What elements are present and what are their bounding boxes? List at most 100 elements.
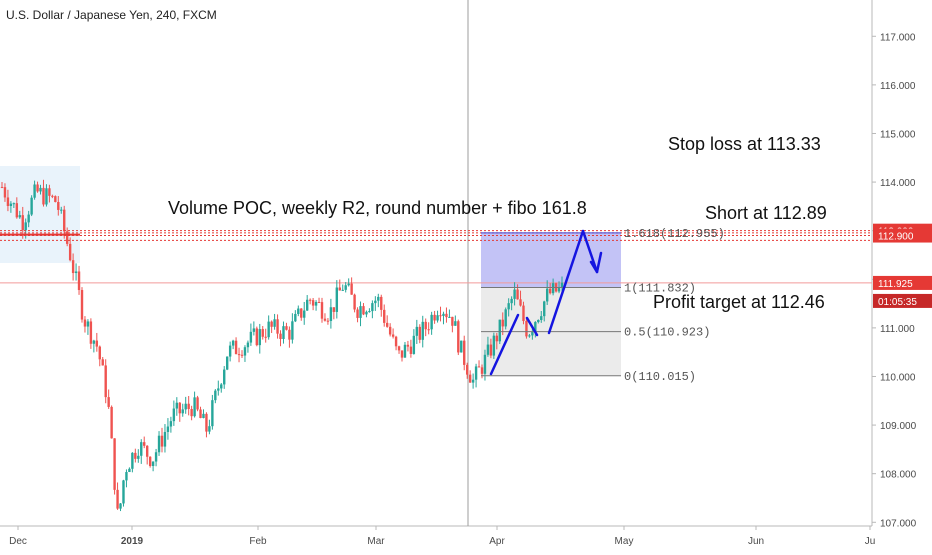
- candle-body: [184, 403, 187, 410]
- candle-body: [311, 300, 315, 306]
- candle-body: [415, 326, 419, 336]
- candle-body: [460, 340, 463, 353]
- candle-body: [394, 336, 398, 347]
- candle-body: [451, 316, 454, 326]
- candle-body: [54, 196, 57, 202]
- candle-body: [196, 397, 199, 410]
- candle-body: [465, 364, 469, 375]
- candle-body: [403, 344, 407, 358]
- countdown-tag: [873, 293, 932, 308]
- fib-label: 1(111.832): [624, 281, 696, 295]
- candle-body: [454, 321, 457, 326]
- candle-body: [303, 310, 306, 318]
- candle-body: [202, 413, 205, 419]
- candle-body: [225, 356, 229, 370]
- candle-body: [326, 320, 330, 322]
- candle-body: [332, 307, 336, 312]
- candle-body: [531, 331, 534, 336]
- candle-body: [252, 328, 256, 332]
- candle-body: [249, 331, 253, 343]
- candle-body: [243, 347, 247, 356]
- candle-body: [18, 215, 21, 218]
- candle-body: [463, 340, 466, 365]
- candle-body: [457, 321, 460, 353]
- candle-body: [255, 328, 259, 346]
- chart-title: U.S. Dollar / Japanese Yen, 240, FXCM: [6, 8, 217, 22]
- candle-body: [279, 333, 282, 339]
- candle-body: [421, 321, 424, 340]
- candle-body: [48, 188, 51, 196]
- y-tick-label: 117.000: [880, 32, 916, 43]
- candle-body: [525, 320, 528, 337]
- candle-body: [68, 243, 72, 261]
- candle-body: [498, 319, 501, 342]
- y-tick-label: 114.000: [880, 178, 916, 189]
- candle-body: [448, 316, 451, 318]
- candle-body: [110, 406, 113, 439]
- candle-body: [409, 346, 413, 354]
- candle-body: [60, 209, 63, 211]
- x-tick-label: Jun: [748, 536, 764, 547]
- candle-body: [439, 315, 442, 317]
- wave-arrow-2: [525, 316, 539, 337]
- fib-zone-upper: [481, 232, 621, 288]
- candle-body: [104, 365, 107, 398]
- candle-body: [267, 321, 270, 338]
- candle-body: [471, 379, 475, 383]
- candle-body: [246, 342, 250, 348]
- candle-body: [300, 308, 303, 318]
- candle-body: [36, 184, 39, 192]
- candle-body: [231, 340, 235, 346]
- candle-body: [217, 388, 220, 391]
- candle-body: [33, 184, 36, 198]
- candle-body: [237, 354, 241, 356]
- x-tick-label: Mar: [367, 536, 385, 547]
- candle-body: [317, 302, 321, 304]
- candle-body: [365, 311, 368, 315]
- candle-body: [406, 344, 410, 347]
- candle-body: [134, 452, 137, 459]
- candle-body: [240, 354, 244, 356]
- candle-body: [9, 203, 13, 206]
- candle-body: [154, 452, 158, 462]
- candle-body: [220, 384, 223, 389]
- candle-body: [492, 335, 496, 356]
- candle-body: [551, 283, 555, 294]
- candle-body: [534, 322, 537, 332]
- candle-body: [442, 313, 445, 316]
- candle-body: [528, 335, 531, 337]
- candle-body: [391, 334, 395, 337]
- candle-body: [368, 311, 371, 313]
- candle-body: [193, 397, 196, 417]
- candle-body: [537, 319, 540, 323]
- candle-body: [83, 319, 87, 327]
- price-tag-112-9-text: 112.900: [878, 232, 914, 243]
- candle-body: [323, 318, 327, 321]
- countdown-tag-text: 01:05:35: [878, 297, 917, 308]
- candle-body: [540, 316, 543, 320]
- candle-body: [261, 329, 264, 337]
- candle-body: [223, 369, 226, 385]
- candle-body: [95, 340, 99, 347]
- candle-body: [71, 260, 75, 274]
- candle-body: [383, 309, 386, 323]
- candle-body: [388, 326, 392, 335]
- candle-body: [489, 344, 493, 356]
- candle-body: [356, 309, 359, 318]
- candle-body: [560, 282, 564, 288]
- candle-body: [92, 340, 96, 344]
- candle-body: [125, 472, 128, 481]
- candle-body: [519, 299, 522, 306]
- candle-body: [374, 300, 377, 304]
- candle-body: [288, 329, 291, 340]
- candle-body: [234, 340, 238, 355]
- candle-body: [175, 402, 179, 409]
- candle-body: [107, 397, 110, 407]
- candle-body: [270, 321, 273, 327]
- candle-body: [418, 326, 421, 340]
- candle-body: [474, 366, 478, 380]
- annotation-text: Volume POC, weekly R2, round number + fi…: [168, 198, 587, 218]
- candle-body: [350, 283, 353, 295]
